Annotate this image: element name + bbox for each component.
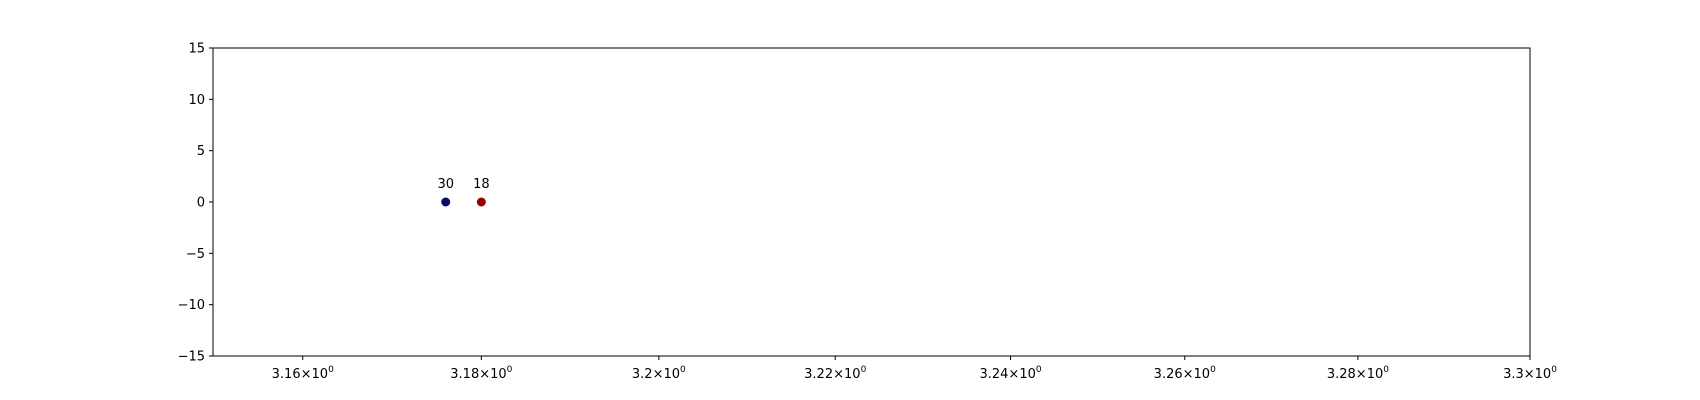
- y-tick-label: −5: [186, 247, 205, 262]
- x-tick-label: 3.18×100: [450, 365, 512, 382]
- y-tick-label: 15: [188, 42, 205, 57]
- plot-frame: [212, 47, 1531, 357]
- x-tick-label: 3.22×100: [804, 365, 866, 382]
- data-point: [441, 197, 451, 207]
- x-tick-label: 3.28×100: [1327, 365, 1389, 382]
- x-tick-label: 3.24×100: [979, 365, 1041, 382]
- data-point-label: 18: [473, 177, 490, 192]
- y-tick-label: −10: [178, 298, 205, 313]
- x-tick-label: 3.26×100: [1154, 365, 1216, 382]
- x-tick-label: 3.2×100: [632, 365, 686, 382]
- data-point: [476, 197, 486, 207]
- y-tick-label: 10: [188, 93, 205, 108]
- x-tick-label: 3.3×100: [1503, 365, 1557, 382]
- data-point-label: 30: [437, 177, 454, 192]
- y-tick-label: 0: [197, 196, 205, 211]
- y-tick-label: 5: [197, 144, 205, 159]
- x-axis: 3.16×100 3.18×100 3.2×100 3.22×100 3.24×100 3…: [272, 356, 1557, 382]
- y-tick-label: −15: [178, 350, 205, 365]
- x-tick-label: 3.16×100: [272, 365, 334, 382]
- y-axis: 15 10 5 0 −5 −10 −15: [178, 42, 213, 365]
- data-points: 30 18: [437, 177, 490, 207]
